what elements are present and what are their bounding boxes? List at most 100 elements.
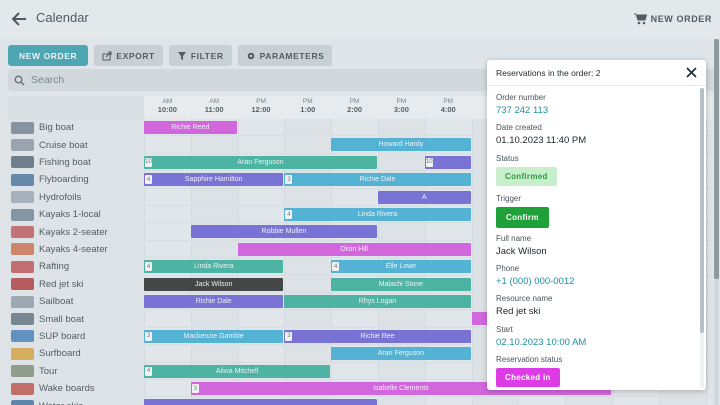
resource-thumbnail bbox=[11, 278, 34, 291]
resource-row: Kayaks 2-seater Robbie Mullen bbox=[8, 223, 712, 241]
resource-lane[interactable]: Richie Reed bbox=[144, 119, 712, 137]
resource-lane[interactable] bbox=[144, 310, 712, 328]
resource-label[interactable]: Kayaks 1-local bbox=[8, 206, 144, 224]
order-number-link[interactable]: 737 242 113 bbox=[496, 105, 549, 116]
filter-button[interactable]: FILTER bbox=[168, 45, 232, 66]
resource-name: Water skis bbox=[39, 401, 83, 405]
phone-link[interactable]: +1 (000) 000-0012 bbox=[496, 276, 575, 287]
reservation-bar[interactable]: Jack Wilson bbox=[144, 277, 284, 291]
resource-label[interactable]: Hydrofoils bbox=[8, 188, 144, 206]
resource-row: Big boat Richie Reed bbox=[8, 119, 712, 137]
resource-lane[interactable]: Jack Wilson Malachi Stone bbox=[144, 276, 712, 293]
resource-lane[interactable] bbox=[144, 397, 712, 405]
resource-lane[interactable]: Howard Hardy bbox=[144, 136, 712, 154]
resource-lane[interactable]: 4 Linda Rivera 4 Elle Lowe bbox=[144, 258, 712, 276]
new-order-button[interactable]: NEW ORDER bbox=[8, 45, 89, 66]
reservation-bar[interactable]: Rhys Logan bbox=[284, 295, 471, 308]
resource-name: SUP board bbox=[39, 330, 86, 342]
reservation-bar[interactable]: 4 Alivia Mitchell bbox=[144, 364, 331, 378]
reservation-bar[interactable]: Robbie Mullen bbox=[190, 225, 377, 239]
resource-label[interactable]: Kayaks 2-seater bbox=[8, 223, 144, 241]
resource-lane[interactable]: Richie Dale Rhys Logan bbox=[144, 293, 712, 311]
resource-label[interactable]: Water skis bbox=[8, 397, 144, 405]
filter-icon bbox=[177, 51, 186, 60]
resource-label[interactable]: Flyboarding bbox=[8, 171, 144, 189]
reservation-bar[interactable]: Aran Ferguson bbox=[331, 347, 471, 361]
resource-label[interactable]: Sailboat bbox=[8, 293, 144, 311]
resource-thumbnail bbox=[11, 295, 34, 308]
reservation-bar[interactable]: Richie Reed bbox=[144, 121, 237, 134]
resource-label[interactable]: Surfboard bbox=[8, 345, 144, 363]
time-ampm: AM bbox=[209, 98, 220, 105]
grid-line bbox=[471, 119, 473, 405]
resource-lane[interactable]: Aran Ferguson bbox=[144, 345, 712, 363]
trigger-label: Trigger bbox=[496, 194, 522, 203]
reservation-bar[interactable]: 4 Elle Lowe bbox=[331, 260, 471, 274]
page-scrollbar-thumb[interactable] bbox=[714, 39, 719, 279]
resource-label[interactable]: Red jet ski bbox=[8, 275, 144, 293]
reservation-bar[interactable]: A bbox=[378, 190, 471, 204]
reservation-bar[interactable]: 3 Richie Ree bbox=[284, 329, 471, 343]
resource-lane[interactable]: 4 Linda Rivera bbox=[144, 206, 712, 224]
time-column-header: AM 10:00 bbox=[144, 98, 191, 114]
reservation-bar[interactable]: Malachi Stone bbox=[331, 277, 471, 291]
resource-lane[interactable]: 10 Aran Ferguson 10 bbox=[144, 154, 712, 172]
reservation-bar[interactable] bbox=[471, 312, 490, 326]
resource-row: Red jet ski Jack Wilson Malachi Stone bbox=[8, 275, 712, 293]
reservation-customer-name: Howard Hardy bbox=[378, 141, 424, 149]
resource-lane[interactable]: 3 Mackenzie Gamble 3 Richie Ree bbox=[144, 328, 712, 346]
resource-lane[interactable]: Robbie Mullen bbox=[144, 223, 712, 241]
reservation-bar[interactable]: 3 Richie Dale bbox=[284, 173, 471, 187]
resource-row: Kayaks 4-seater Oisin Hill bbox=[8, 240, 712, 259]
start-value[interactable]: 02.10.2023 10:00 AM bbox=[496, 337, 587, 348]
resource-thumbnail bbox=[11, 191, 34, 204]
reservation-customer-name: Linda Rivera bbox=[357, 211, 398, 218]
panel-scrollbar-thumb[interactable] bbox=[700, 88, 704, 333]
export-icon bbox=[102, 51, 112, 60]
reservation-bar[interactable]: 4 Sapphire Hamilton bbox=[144, 173, 284, 187]
parameters-button[interactable]: PARAMETERS bbox=[237, 45, 333, 66]
confirm-button[interactable]: Confirm bbox=[496, 207, 549, 228]
resource-label[interactable]: Kayaks 4-seater bbox=[8, 240, 144, 259]
resource-lane[interactable]: 4 Sapphire Hamilton 3 Richie Dale bbox=[144, 171, 712, 189]
reservation-bar[interactable]: 10 bbox=[424, 155, 471, 169]
time-column-header: PM 12:00 bbox=[238, 98, 285, 114]
resource-name: Surfboard bbox=[39, 348, 81, 360]
resource-label[interactable]: Tour bbox=[8, 362, 144, 380]
back-arrow-icon[interactable] bbox=[9, 9, 29, 29]
reservation-status-badge[interactable]: Checked in bbox=[496, 368, 560, 387]
reservation-bar[interactable] bbox=[144, 399, 377, 405]
resource-label[interactable]: Wake boards bbox=[8, 380, 144, 398]
date-created-value: 01.10.2023 11:40 PM bbox=[496, 135, 587, 146]
resource-label[interactable]: SUP board bbox=[8, 327, 144, 346]
reservation-customer-name: Mackenzie Gamble bbox=[183, 332, 244, 340]
close-icon[interactable] bbox=[686, 67, 697, 78]
resource-lane[interactable]: A bbox=[144, 189, 712, 206]
reservation-bar[interactable]: 3 Mackenzie Gamble bbox=[144, 329, 284, 343]
resource-label[interactable]: Rafting bbox=[8, 258, 144, 276]
resource-lane[interactable]: Oisin Hill bbox=[144, 241, 712, 259]
reservation-bar[interactable]: 10 Aran Ferguson bbox=[144, 155, 377, 169]
reservation-bar[interactable]: 4 Linda Rivera bbox=[284, 208, 471, 221]
resource-label[interactable]: Big boat bbox=[8, 119, 144, 137]
reservation-bar[interactable]: 4 Linda Rivera bbox=[144, 260, 284, 274]
resource-thumbnail bbox=[11, 226, 34, 239]
new-order-header-button[interactable]: NEW ORDER bbox=[633, 10, 712, 28]
resource-name: Tour bbox=[39, 365, 58, 377]
order-number-field: Order number 737 242 113 bbox=[496, 93, 692, 116]
panel-scrollbar[interactable] bbox=[700, 88, 704, 388]
resource-row: Hydrofoils A bbox=[8, 188, 712, 206]
search-input[interactable] bbox=[31, 74, 431, 86]
reservation-customer-name: Malachi Stone bbox=[378, 280, 424, 288]
resource-column-header bbox=[8, 96, 144, 119]
reservation-count-badge: 4 bbox=[145, 366, 152, 376]
reservation-bar[interactable]: Howard Hardy bbox=[331, 138, 471, 152]
resource-label[interactable]: Small boat bbox=[8, 310, 144, 328]
resource-label[interactable]: Cruise boat bbox=[8, 136, 144, 154]
resource-lane[interactable]: 4 Alivia Mitchell bbox=[144, 363, 712, 380]
page-scrollbar[interactable] bbox=[714, 39, 719, 405]
reservation-bar[interactable]: Oisin Hill bbox=[237, 242, 471, 256]
export-button[interactable]: EXPORT bbox=[94, 45, 163, 66]
resource-label[interactable]: Fishing boat bbox=[8, 153, 144, 172]
reservation-bar[interactable]: Richie Dale bbox=[144, 295, 284, 308]
